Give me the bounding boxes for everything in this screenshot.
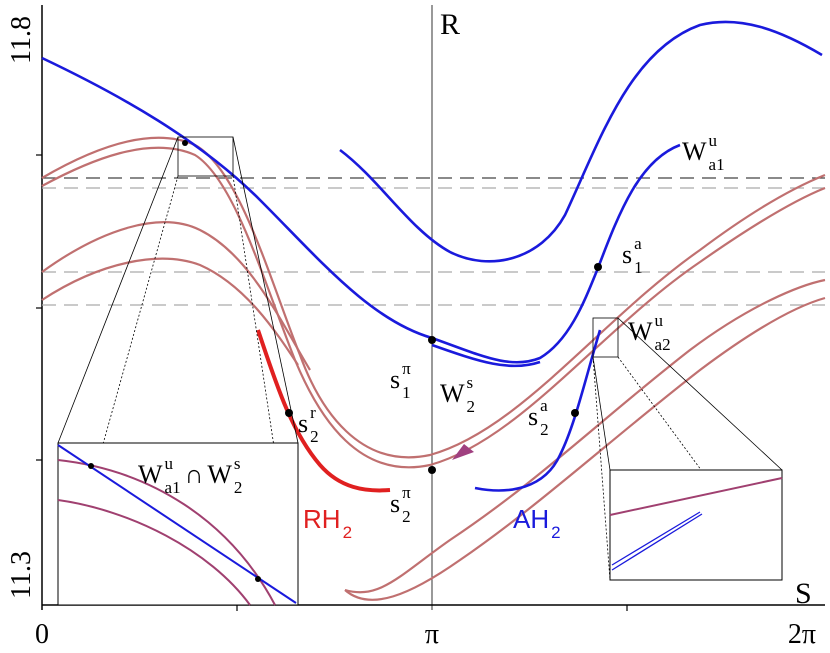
y-tick-label: 11.3 [6,551,37,599]
label-sup: s [234,454,241,473]
x-tick-label: π [425,619,439,650]
arrow [452,444,474,460]
label-base: W [207,460,232,489]
red-curve [256,329,391,493]
label-sup: u [165,454,174,473]
label-base: AH [513,504,549,534]
label-base: W [628,317,653,346]
label-sub: 2 [551,523,560,542]
label-base: RH [303,504,341,534]
label-sup: π [402,483,411,502]
label-base: W [440,379,465,408]
x-label: S [795,577,812,610]
label-base: s [622,240,632,269]
label-sub: 2 [540,420,549,439]
label-sub: a1 [165,478,181,497]
label-sub: 2 [402,507,411,526]
label-sub: 2 [234,478,243,497]
label-sup: u [655,311,664,330]
y-tick-label: 11.8 [6,16,37,64]
label-sub: 2 [310,427,319,446]
label-sup: s [467,373,474,392]
label-op: ∩ [185,460,204,489]
label-sub: 2 [343,523,352,542]
pink-curves [41,136,826,601]
points [182,140,602,474]
x-tick-label: 2π [788,619,816,650]
label-sub: a2 [655,335,671,354]
label-sup: u [709,131,718,150]
label-sub: 1 [634,258,643,277]
label-base: s [390,365,400,394]
label-base: s [528,402,538,431]
label-base: s [390,489,400,518]
label-sup: r [310,403,316,422]
label-sub: 2 [467,397,476,416]
left-inset [57,136,299,606]
label-base: s [298,409,308,438]
label-sup: π [402,359,411,378]
x-tick-label: 0 [35,619,49,650]
label-sup: a [634,234,642,253]
label-base: W [138,460,163,489]
label-sup: a [540,396,548,415]
label-sub: a1 [709,155,725,174]
y-label: R [440,8,460,41]
right-inset [592,317,783,581]
label-sub: 1 [402,383,411,402]
blue-curves [41,20,823,492]
ticks [36,154,628,611]
label-base: W [682,137,707,166]
